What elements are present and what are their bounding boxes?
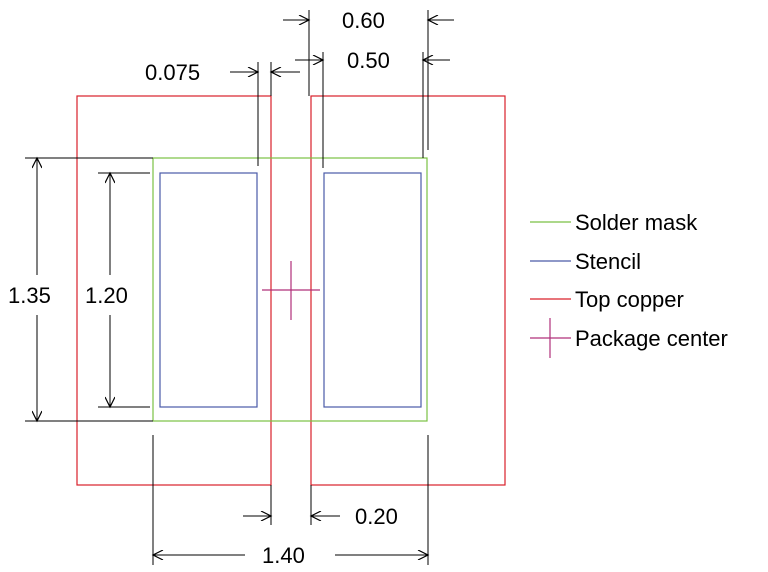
dimension-arrows bbox=[37, 20, 454, 555]
legend-package-center-label: Package center bbox=[575, 326, 728, 351]
dim-label-1-20: 1.20 bbox=[85, 283, 128, 308]
legend-top-copper-label: Top copper bbox=[575, 287, 684, 312]
legend-solder-mask-label: Solder mask bbox=[575, 210, 698, 235]
stencil-aperture-left bbox=[159, 172, 258, 408]
dim-label-0-50: 0.50 bbox=[347, 48, 390, 73]
package-center-marker bbox=[262, 261, 320, 320]
solder-mask-outline bbox=[152, 157, 428, 422]
stencil-aperture-right bbox=[323, 172, 422, 408]
top-copper-pad-right bbox=[310, 95, 506, 486]
legend: Solder mask Stencil Top copper Package c… bbox=[530, 210, 728, 358]
legend-stencil-label: Stencil bbox=[575, 249, 641, 274]
dim-label-0-075: 0.075 bbox=[145, 60, 200, 85]
dim-label-0-20: 0.20 bbox=[355, 504, 398, 529]
dim-label-0-60: 0.60 bbox=[342, 8, 385, 33]
legend-package-center-icon bbox=[530, 318, 571, 358]
dim-label-1-35: 1.35 bbox=[8, 283, 51, 308]
dim-label-1-40: 1.40 bbox=[262, 543, 305, 568]
